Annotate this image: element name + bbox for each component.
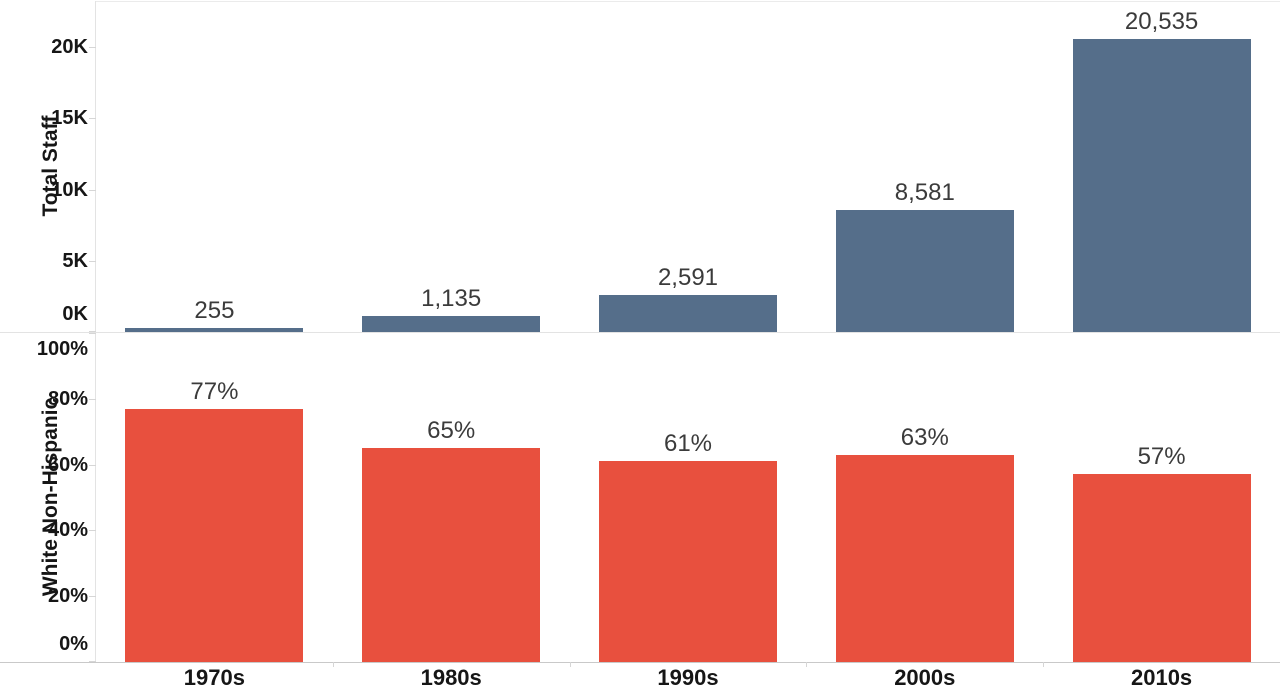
value-label-1980s: 1,135 [421, 284, 482, 312]
x-axis-label-1980s: 1980s [420, 665, 482, 690]
y-tick-mark [89, 530, 96, 532]
x-axis-label-1990s: 1990s [657, 665, 719, 690]
y-axis-title-white-non-hispanic: White Non-Hispanic [39, 397, 62, 597]
y-tick-label-0K: 0K [62, 303, 88, 325]
y-tick-label-20K: 20K [51, 36, 88, 59]
bar-white-non-hispanic-1970s[interactable] [125, 408, 304, 662]
bar-white-non-hispanic-1980s[interactable] [362, 448, 541, 662]
bar-total-staff-2000s[interactable] [835, 209, 1014, 332]
bar-total-staff-1980s[interactable] [362, 315, 541, 332]
y-tick-mark [89, 398, 96, 400]
plot-top-border [96, 1, 1280, 2]
y-tick-label-5K: 5K [62, 249, 88, 272]
value-label-2000s: 63% [900, 423, 949, 451]
value-label-1990s: 2,591 [657, 264, 719, 292]
y-tick-label-0pct: 0% [59, 633, 88, 655]
y-tick-label-100pct: 100% [36, 338, 88, 360]
pane-total-staff: 255 1,135 2,591 8,581 20,535 [96, 0, 1280, 332]
y-tick-mark [89, 331, 96, 332]
x-axis-label-2010s: 2010s [1130, 665, 1193, 690]
bar-white-non-hispanic-2000s[interactable] [835, 454, 1014, 662]
y-tick-mark [89, 47, 96, 49]
x-band-boundary-tick [806, 662, 808, 667]
value-label-1990s: 61% [663, 430, 713, 458]
bar-total-staff-1970s[interactable] [125, 328, 304, 332]
y-tick-label-40pct: 40% [47, 519, 88, 542]
y-tick-mark [89, 596, 96, 598]
y-tick-label-10K: 10K [51, 178, 88, 201]
bar-total-staff-1990s[interactable] [599, 295, 777, 332]
value-label-1970s: 255 [194, 297, 235, 325]
value-label-2000s: 8,581 [894, 178, 955, 206]
x-axis-line [0, 662, 1280, 663]
y-tick-mark [89, 260, 96, 262]
y-tick-label-60pct: 60% [47, 453, 88, 476]
y-tick-mark [89, 118, 96, 120]
x-axis-label-1970s: 1970s [183, 665, 245, 690]
bar-total-staff-2010s[interactable] [1072, 39, 1251, 332]
x-band-boundary-tick [569, 662, 571, 667]
x-band-boundary-tick [1043, 662, 1045, 667]
value-label-2010s: 20,535 [1124, 8, 1199, 36]
y-tick-mark [89, 333, 96, 334]
x-band-boundary-tick [332, 662, 334, 667]
value-label-2010s: 57% [1137, 443, 1186, 471]
pane-divider-line [0, 332, 1280, 333]
y-tick-mark [89, 189, 96, 191]
x-axis-label-2000s: 2000s [894, 665, 956, 690]
value-label-1980s: 65% [427, 417, 476, 445]
value-label-1970s: 77% [190, 377, 239, 405]
y-tick-label-80pct: 80% [47, 387, 88, 410]
y-tick-mark [89, 464, 96, 466]
y-tick-label-15K: 15K [51, 107, 88, 130]
pane-white-non-hispanic: 77% 65% 61% 63% 57% [96, 333, 1280, 662]
y-tick-label-20pct: 20% [47, 585, 88, 608]
bar-white-non-hispanic-2010s[interactable] [1072, 474, 1251, 662]
bar-white-non-hispanic-1990s[interactable] [599, 461, 777, 662]
y-tick-mark [89, 661, 96, 662]
